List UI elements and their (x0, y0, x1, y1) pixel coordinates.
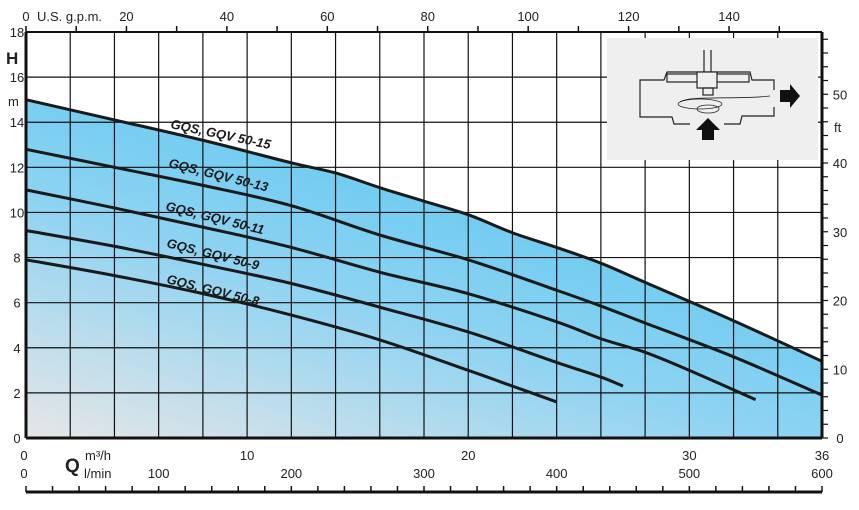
top-tick-label: 140 (718, 9, 740, 24)
x-tick-label: 10 (240, 448, 254, 463)
x-tick-label: 0 (20, 448, 27, 463)
x-tick-label: 36 (815, 448, 829, 463)
curves (25, 98, 823, 404)
top-tick-label: 120 (618, 9, 640, 24)
curve-50-8 (25, 258, 558, 404)
curve-50-15 (25, 98, 823, 363)
top-tick-label: 20 (119, 9, 133, 24)
x-axis-label: Q (65, 456, 80, 477)
y-axis-label: H (6, 49, 18, 68)
lmin-tick-label: 100 (148, 466, 170, 481)
y-tick-label: 18 (10, 25, 24, 40)
y-tick-label: 8 (13, 251, 20, 266)
right-tick-label: 10 (833, 362, 847, 377)
top-tick-label: 100 (517, 9, 539, 24)
y-tick-label: 0 (13, 431, 20, 446)
x-tick-label: 20 (461, 448, 475, 463)
right-axis-unit: ft (834, 120, 842, 135)
pump-diagram-inset (607, 38, 818, 160)
y-tick-label: 16 (10, 70, 24, 85)
x-axis-unit-m3h: m³/h (85, 448, 111, 463)
right-tick-label: 20 (833, 294, 847, 309)
curve-50-9 (25, 229, 624, 388)
y-tick-label: 10 (10, 205, 24, 220)
curve-50-11 (25, 188, 757, 402)
lmin-tick-label: 200 (280, 466, 302, 481)
y-axis-unit: m (8, 94, 19, 109)
lmin-tick-label: 400 (546, 466, 568, 481)
inlet-arrow-icon (696, 118, 720, 140)
y-tick-label: 12 (10, 160, 24, 175)
right-tick-label: 30 (833, 225, 847, 240)
right-tick-label: 0 (836, 431, 843, 446)
lmin-tick-label: 0 (20, 466, 27, 481)
curve-50-13 (25, 147, 823, 397)
right-tick-label: 40 (833, 156, 847, 171)
top-tick-label: 80 (421, 9, 435, 24)
top-axis-unit: U.S. g.p.m. (37, 9, 102, 24)
x-tick-label: 30 (682, 448, 696, 463)
y-tick-label: 14 (10, 115, 24, 130)
y-tick-label: 4 (13, 341, 20, 356)
lmin-tick-label: 600 (811, 466, 833, 481)
x-axis-unit-lmin: l/min (84, 466, 111, 481)
lmin-tick-label: 300 (413, 466, 435, 481)
lmin-tick-label: 500 (678, 466, 700, 481)
y-tick-label: 2 (13, 386, 20, 401)
y-tick-label: 6 (13, 296, 20, 311)
right-tick-label: 50 (833, 87, 847, 102)
top-tick-label: 60 (320, 9, 334, 24)
top-tick-label: 40 (220, 9, 234, 24)
top-tick-label: 0 (22, 9, 29, 24)
outlet-arrow-icon (780, 84, 800, 108)
